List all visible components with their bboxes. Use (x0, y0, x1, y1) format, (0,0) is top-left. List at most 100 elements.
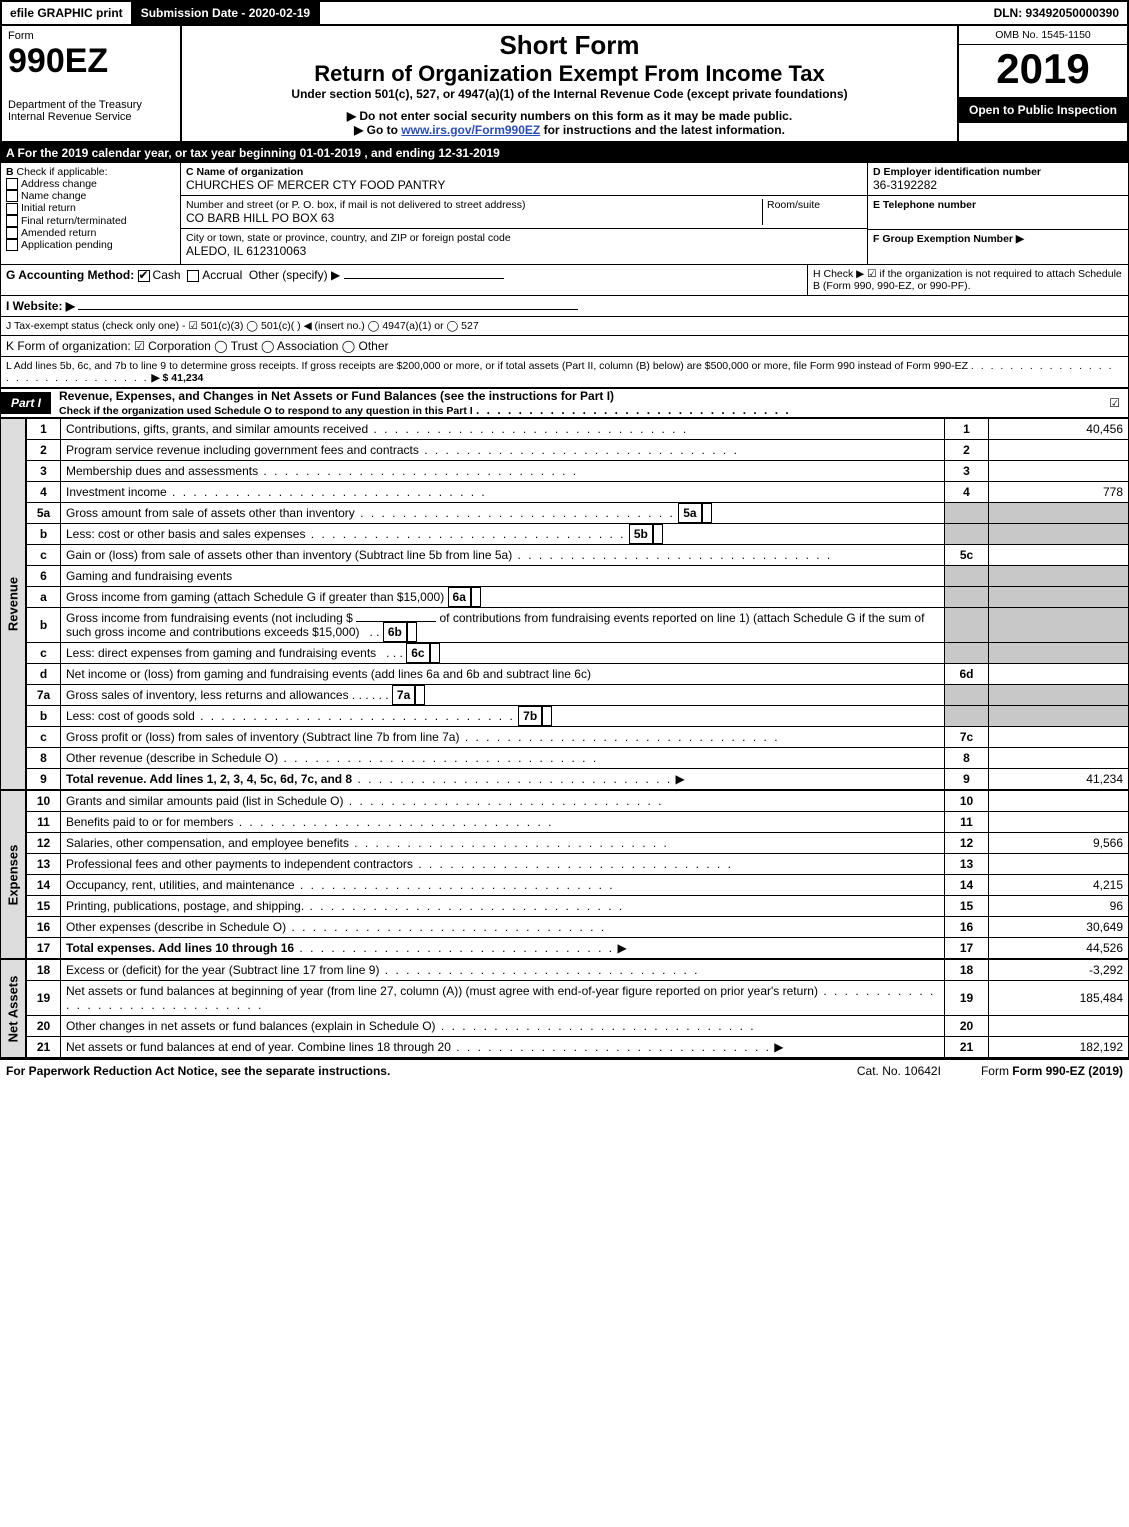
footer-right: Form Form 990-EZ (2019) (981, 1064, 1123, 1078)
expenses-section: Expenses 10 Grants and similar amounts pa… (0, 790, 1129, 959)
form-word: Form (8, 30, 174, 42)
l14-no: 14 (945, 875, 989, 896)
l6b-num: b (27, 608, 61, 643)
l7a-no (945, 685, 989, 706)
l13-no: 13 (945, 854, 989, 875)
opt-initial-return: Initial return (21, 202, 76, 214)
part-1-header: Part I Revenue, Expenses, and Changes in… (0, 388, 1129, 418)
chk-application-pending[interactable] (6, 239, 18, 251)
chk-address-change[interactable] (6, 178, 18, 190)
l6b-val[interactable] (407, 622, 417, 642)
l5b-val[interactable] (653, 524, 663, 544)
l2-no: 2 (945, 440, 989, 461)
l7c-text: Gross profit or (loss) from sales of inv… (66, 730, 459, 744)
l9-num: 9 (27, 769, 61, 790)
l6b-no (945, 608, 989, 643)
footer-left: For Paperwork Reduction Act Notice, see … (6, 1064, 390, 1078)
l18-num: 18 (27, 960, 61, 981)
l6c-amt (989, 643, 1129, 664)
part-1-check[interactable]: ☑ (1101, 396, 1128, 410)
l14-text: Occupancy, rent, utilities, and maintena… (66, 878, 295, 892)
l14-num: 14 (27, 875, 61, 896)
dln: DLN: 93492050000390 (986, 2, 1127, 24)
l5a-val[interactable] (702, 503, 712, 523)
irs-link[interactable]: www.irs.gov/Form990EZ (401, 123, 540, 137)
submission-date-button[interactable]: Submission Date - 2020-02-19 (133, 2, 320, 24)
form-of-org-row: K Form of organization: ☑ Corporation ◯ … (0, 336, 1129, 357)
l15-no: 15 (945, 896, 989, 917)
l17-amt: 44,526 (989, 938, 1129, 959)
l7c-amt (989, 727, 1129, 748)
chk-initial-return[interactable] (6, 203, 18, 215)
l7b-val[interactable] (542, 706, 552, 726)
l6c-val[interactable] (430, 643, 440, 663)
l6-text: Gaming and fundraising events (61, 566, 945, 587)
short-form-title: Short Form (188, 30, 951, 61)
l5c-num: c (27, 545, 61, 566)
l14-amt: 4,215 (989, 875, 1129, 896)
l10-no: 10 (945, 791, 989, 812)
l15-amt: 96 (989, 896, 1129, 917)
l6-no (945, 566, 989, 587)
chk-amended-return[interactable] (6, 227, 18, 239)
chk-final-return[interactable] (6, 215, 18, 227)
l17-no: 17 (945, 938, 989, 959)
l6a-val[interactable] (471, 587, 481, 607)
l7a-num: 7a (27, 685, 61, 706)
l1-amt: 40,456 (989, 419, 1129, 440)
line-h: H Check ▶ ☑ if the organization is not r… (808, 265, 1128, 295)
l3-num: 3 (27, 461, 61, 482)
l4-amt: 778 (989, 482, 1129, 503)
l5b-num: b (27, 524, 61, 545)
l6c-no (945, 643, 989, 664)
l7b-amt (989, 706, 1129, 727)
box-e-label: E Telephone number (873, 199, 1123, 211)
opt-amended-return: Amended return (21, 227, 96, 239)
box-d-label: D Employer identification number (873, 166, 1123, 178)
l6b-sub: 6b (383, 622, 407, 642)
l6a-num: a (27, 587, 61, 608)
l8-text: Other revenue (describe in Schedule O) (66, 751, 278, 765)
website-input[interactable] (78, 309, 578, 310)
netassets-side-label: Net Assets (0, 959, 26, 1058)
chk-name-change[interactable] (6, 190, 18, 202)
l20-text: Other changes in net assets or fund bala… (66, 1019, 436, 1033)
chk-cash[interactable] (138, 270, 150, 282)
efile-print[interactable]: efile GRAPHIC print (2, 2, 133, 24)
l6b-text: Gross income from fundraising events (no… (66, 611, 353, 625)
l20-num: 20 (27, 1016, 61, 1037)
l6c-num: c (27, 643, 61, 664)
l7a-val[interactable] (415, 685, 425, 705)
expenses-side-label: Expenses (0, 790, 26, 959)
opt-other: Other (specify) ▶ (249, 268, 340, 282)
l6b-amt (989, 608, 1129, 643)
l20-amt (989, 1016, 1129, 1037)
part-1-title: Revenue, Expenses, and Changes in Net As… (59, 389, 614, 403)
line-l-amount: ▶ $ 41,234 (152, 372, 204, 384)
l13-num: 13 (27, 854, 61, 875)
org-info-row: B Check if applicable: Address change Na… (0, 163, 1129, 265)
l6d-text: Net income or (loss) from gaming and fun… (66, 667, 591, 681)
l11-num: 11 (27, 812, 61, 833)
l16-num: 16 (27, 917, 61, 938)
l13-amt (989, 854, 1129, 875)
l6-amt (989, 566, 1129, 587)
open-inspection: Open to Public Inspection (959, 97, 1127, 123)
l12-no: 12 (945, 833, 989, 854)
l7a-amt (989, 685, 1129, 706)
l3-amt (989, 461, 1129, 482)
l6-num: 6 (27, 566, 61, 587)
l7a-sub: 7a (392, 685, 415, 705)
period-strip: A For the 2019 calendar year, or tax yea… (0, 143, 1129, 163)
l8-no: 8 (945, 748, 989, 769)
l2-num: 2 (27, 440, 61, 461)
part-1-label: Part I (1, 392, 51, 414)
gross-receipts-row: L Add lines 5b, 6c, and 7b to line 9 to … (0, 357, 1129, 388)
l10-text: Grants and similar amounts paid (list in… (66, 794, 343, 808)
other-specify-input[interactable] (344, 278, 504, 279)
check-if-applicable: Check if applicable: (17, 166, 108, 178)
irs-label: Internal Revenue Service (8, 111, 174, 123)
opt-accrual: Accrual (202, 268, 242, 282)
l6a-amt (989, 587, 1129, 608)
chk-accrual[interactable] (187, 270, 199, 282)
